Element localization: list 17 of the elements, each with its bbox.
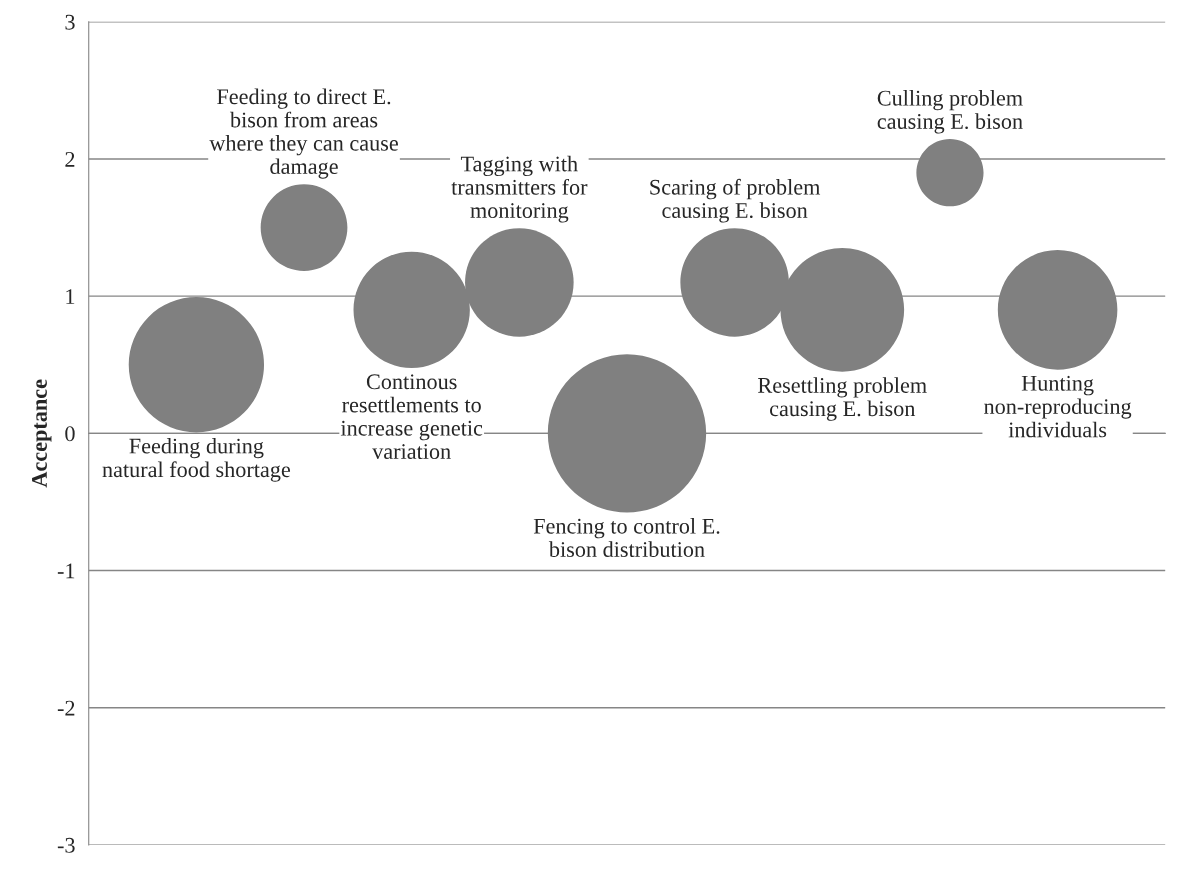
- series-label: Tagging with transmitters for monitoring: [451, 155, 588, 223]
- series-label: Scaring of problem causing E. bison: [650, 178, 821, 223]
- y-tick-label: 1: [66, 289, 75, 304]
- series-label: Culling problem causing E. bison: [877, 90, 1023, 134]
- y-tick-label: 0: [65, 426, 75, 442]
- y-tick-label: 2: [65, 151, 75, 167]
- y-tick-label: -1: [57, 563, 75, 579]
- y-tick-label: -3: [57, 837, 75, 853]
- series-label: Fencing to control E. bison distribution: [533, 518, 720, 557]
- text: Feeding to direct E. bison from areas where they can cause damage: [209, 88, 398, 179]
- y-axis-title: Acceptance: [32, 379, 52, 488]
- series-label: Resettling problem causing E. bison: [758, 377, 927, 421]
- series-label: Hunting non-reproducing individuals: [984, 375, 1132, 438]
- series-label: Continous resettlements to increase genetic variation: [340, 374, 483, 460]
- y-tick-label: 3: [65, 14, 75, 30]
- series-label: Feeding during natural food shortage: [102, 437, 291, 482]
- y-tick-label: -2: [57, 700, 75, 716]
